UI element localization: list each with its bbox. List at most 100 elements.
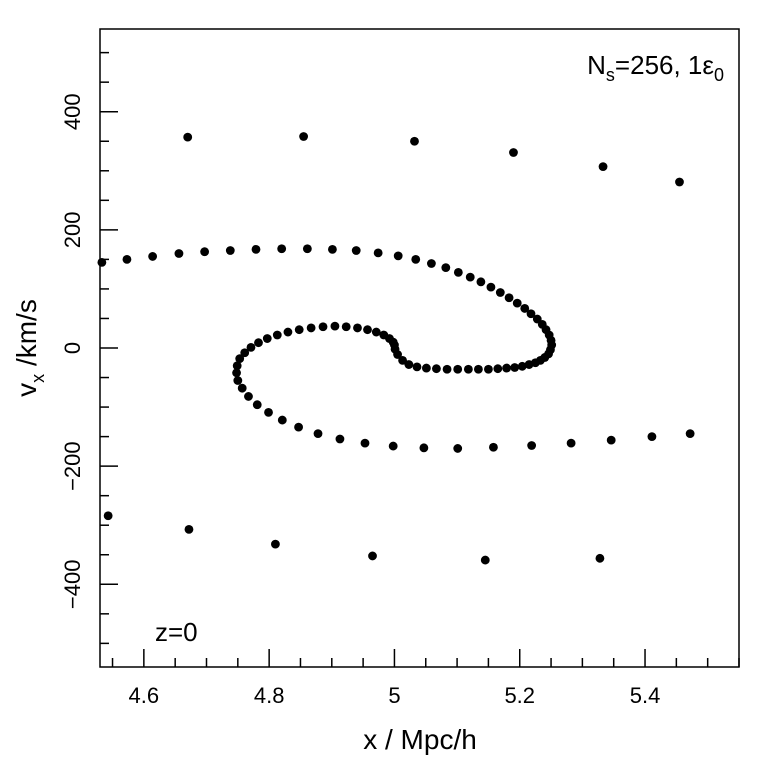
x-axis: 4.6 4.8 5 5.2 5.4: [111, 649, 740, 708]
data-point: [517, 361, 527, 371]
data-point: [371, 327, 381, 337]
data-point: [527, 441, 537, 450]
data-point: [453, 267, 463, 277]
data-point: [465, 272, 475, 282]
data-point: [330, 321, 340, 331]
y-tick-label: 400: [60, 93, 85, 130]
data-point: [419, 443, 429, 453]
data-point: [232, 368, 241, 378]
data-point: [302, 244, 312, 254]
data-point: [200, 247, 210, 257]
data-point: [272, 330, 282, 340]
x-tick-label: 5.2: [504, 683, 535, 708]
data-point: [271, 539, 280, 549]
data-point: [504, 293, 514, 303]
data-point: [463, 364, 473, 374]
data-point: [251, 244, 261, 254]
data-point: [363, 325, 372, 335]
data-point: [103, 511, 113, 521]
x-tick-label: 4.6: [129, 683, 160, 708]
data-point: [184, 524, 194, 534]
data-point: [254, 338, 263, 348]
data-point: [427, 259, 436, 268]
data-point: [410, 136, 419, 146]
data-point: [566, 438, 576, 448]
data-point: [510, 363, 520, 372]
x-axis-title: x / Mpc/h: [363, 724, 477, 755]
data-point: [393, 251, 403, 261]
y-tick-label: −400: [60, 560, 85, 610]
data-point: [233, 376, 243, 385]
data-point: [252, 400, 262, 410]
data-point: [97, 257, 107, 267]
data-point: [318, 322, 328, 332]
data-point: [453, 444, 463, 453]
data-point: [512, 298, 522, 308]
data-point: [351, 246, 361, 255]
data-point: [122, 254, 132, 264]
simulation-label: Ns=256, 1ε0: [587, 50, 724, 85]
data-point: [306, 323, 316, 333]
data-point: [442, 364, 452, 374]
data-point: [432, 364, 441, 374]
data-point: [493, 364, 503, 374]
data-point: [353, 323, 362, 333]
data-point: [675, 177, 684, 187]
data-point: [398, 356, 407, 365]
data-point: [183, 132, 193, 142]
y-axis-title: vx /km/s: [11, 299, 48, 397]
data-point: [232, 361, 242, 371]
data-point: [328, 244, 337, 254]
data-point: [335, 434, 345, 444]
data-point: [237, 383, 247, 393]
data-point: [294, 422, 303, 432]
data-point: [595, 553, 605, 563]
data-point: [441, 263, 451, 273]
data-point: [373, 248, 383, 258]
data-point: [388, 441, 398, 451]
data-point: [486, 282, 496, 292]
data-point: [421, 363, 431, 373]
data-point: [277, 244, 287, 254]
data-point: [404, 360, 414, 369]
data-point: [484, 364, 493, 374]
data-point: [453, 364, 463, 374]
data-point: [277, 415, 287, 425]
y-axis-title-subscript: x: [28, 374, 48, 383]
data-point: [509, 148, 518, 157]
plot-frame: [99, 28, 740, 668]
data-point: [244, 392, 253, 401]
svg-text:vx /km/s: vx /km/s: [11, 299, 48, 397]
data-points: [97, 132, 695, 565]
y-tick-label: 0: [60, 342, 85, 354]
data-point: [598, 162, 608, 172]
data-point: [520, 304, 530, 313]
data-point: [685, 429, 695, 439]
x-tick-label: 4.8: [254, 683, 285, 708]
data-point: [647, 432, 657, 442]
data-point: [235, 354, 245, 364]
data-point: [294, 325, 304, 335]
data-point: [606, 435, 616, 445]
data-point: [299, 132, 309, 141]
data-point: [379, 330, 389, 340]
data-point: [412, 362, 422, 372]
data-point: [489, 442, 498, 452]
data-point: [264, 407, 273, 417]
redshift-label: z=0: [155, 617, 198, 647]
data-point: [148, 252, 158, 261]
data-point: [341, 322, 351, 332]
data-point: [476, 277, 486, 287]
data-point: [411, 254, 421, 264]
data-point: [283, 327, 293, 337]
x-tick-label: 5: [388, 683, 400, 708]
data-point: [360, 438, 370, 448]
data-point: [368, 551, 377, 561]
data-point: [240, 348, 250, 358]
data-point: [246, 343, 256, 352]
data-point: [262, 334, 272, 343]
data-point: [502, 363, 511, 373]
data-point: [313, 429, 323, 439]
data-point: [473, 364, 483, 374]
